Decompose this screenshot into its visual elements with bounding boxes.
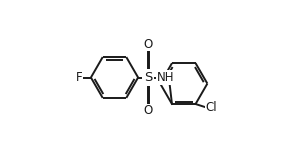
Text: F: F	[75, 71, 82, 84]
Text: NH: NH	[157, 71, 174, 84]
Text: O: O	[143, 38, 153, 51]
Text: Cl: Cl	[205, 101, 217, 114]
Text: O: O	[143, 104, 153, 117]
Text: S: S	[144, 71, 152, 84]
